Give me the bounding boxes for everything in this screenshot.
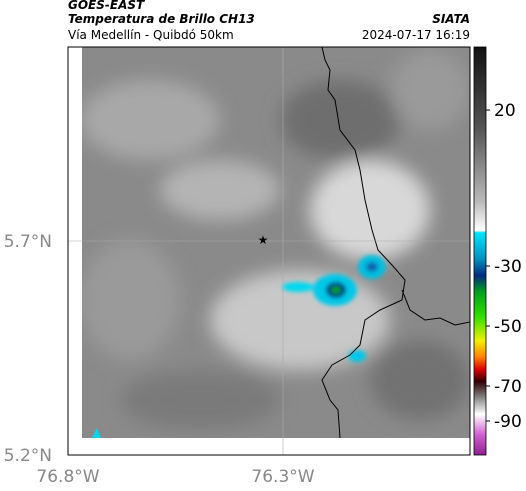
title: GOES-EAST xyxy=(68,0,145,12)
lon-label: 76.3°W xyxy=(251,467,314,487)
subtitle: Temperatura de Brillo CH13 xyxy=(68,12,255,26)
colorbar-tick-label: -50 xyxy=(494,317,522,337)
frame xyxy=(67,46,471,456)
border xyxy=(321,46,406,439)
colorbar-tick-label: -70 xyxy=(494,377,522,397)
datetime: 2024-07-17 16:19 xyxy=(362,28,470,42)
lon-label: 76.8°W xyxy=(36,467,99,487)
colorbar-tick-label: 20 xyxy=(494,101,516,121)
colorbar-tick-label: -30 xyxy=(494,257,522,277)
colorbar-tick-label: -90 xyxy=(494,412,522,432)
lat-label: 5.7°N xyxy=(4,232,52,252)
city-marker: ★ xyxy=(258,233,269,247)
imagery xyxy=(82,47,470,438)
border xyxy=(401,289,471,326)
region: Vía Medellín - Quibdó 50km xyxy=(68,28,234,42)
lat-label: 5.2°N xyxy=(4,446,52,466)
colorbar xyxy=(473,46,487,456)
source: SIATA xyxy=(432,12,470,26)
